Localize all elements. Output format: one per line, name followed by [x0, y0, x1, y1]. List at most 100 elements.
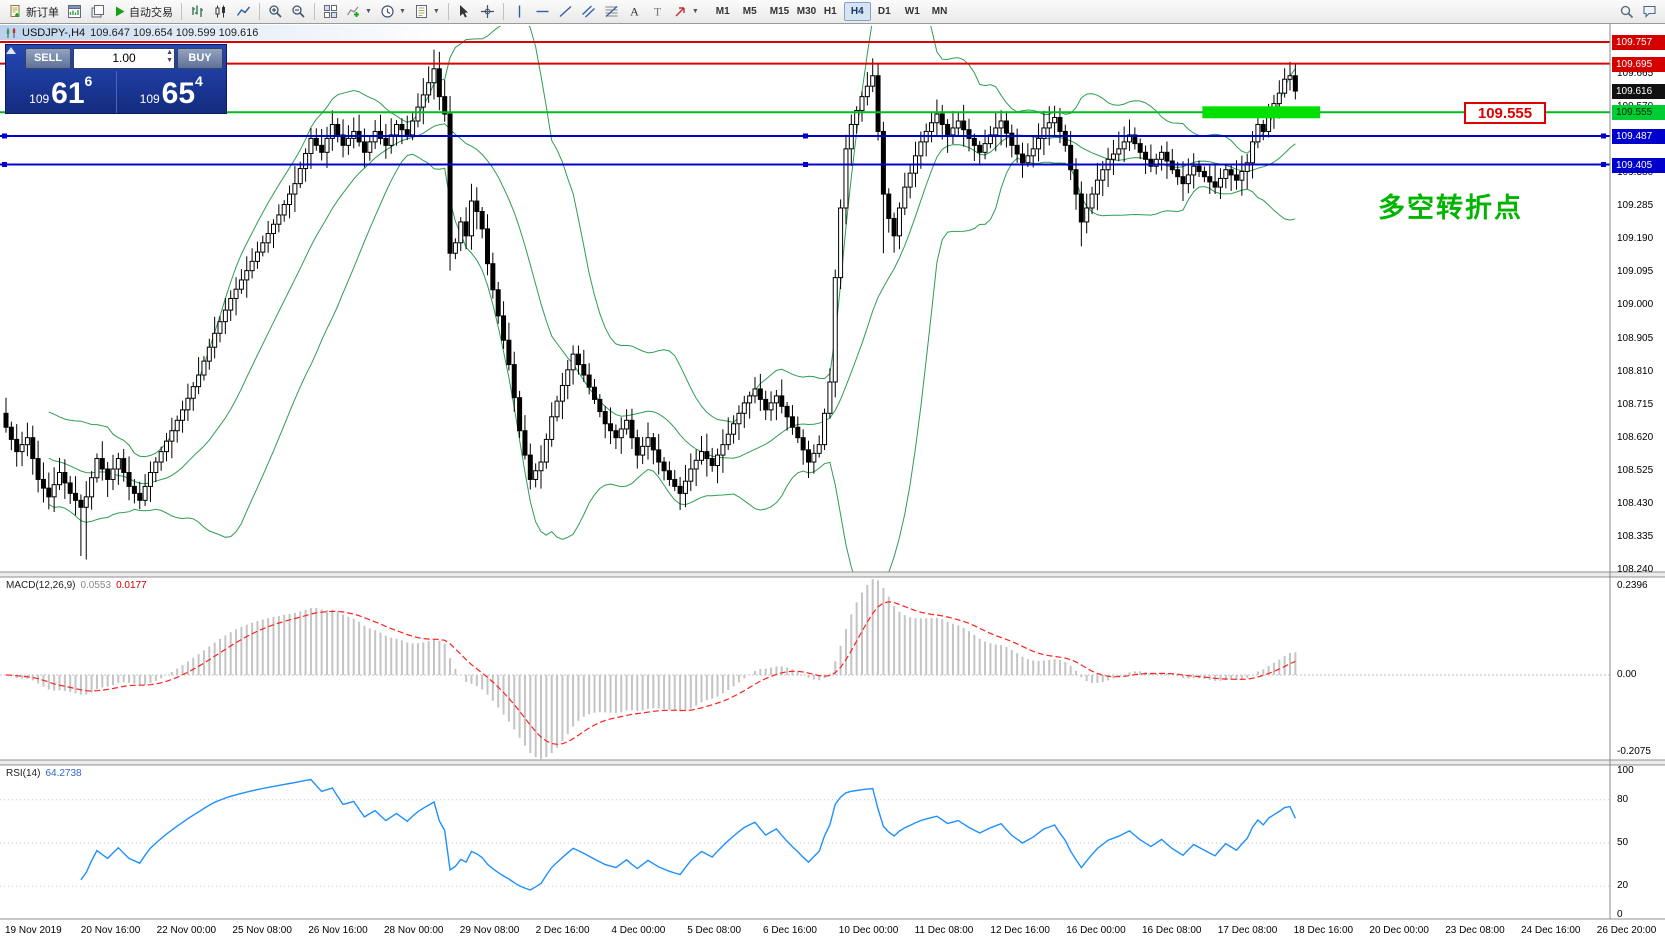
bull-candle — [1116, 148, 1122, 155]
trendline-button[interactable] — [554, 1, 577, 22]
price-tag: 109.695 — [1612, 56, 1665, 72]
trade-panel-controls: SELL 1.00 ▲ ▼ BUY — [6, 45, 226, 71]
templates-button[interactable]: ▼ — [410, 1, 444, 22]
bear-candle — [447, 113, 453, 254]
line-handle[interactable] — [2, 162, 7, 167]
line-handle[interactable] — [1601, 162, 1606, 167]
line-handle[interactable] — [803, 162, 808, 167]
bear-candle — [474, 200, 480, 212]
bollinger-band-line — [48, 123, 1296, 485]
ohlc-bars-button[interactable] — [186, 1, 209, 22]
timeframe-h4[interactable]: H4 — [843, 2, 871, 21]
rsi-label: RSI(14) 64.2738 — [6, 768, 82, 779]
arrows-button[interactable]: ▼ — [669, 1, 703, 22]
timeframe-m5[interactable]: M5 — [736, 2, 763, 21]
bear-candle — [1196, 165, 1202, 172]
chart-caption: USDJPY-,H4 109.647 109.654 109.599 109.6… — [0, 25, 565, 40]
text-icon: A — [630, 5, 639, 19]
new-order-button[interactable]: 新订单 — [4, 1, 63, 22]
bull-candle — [533, 470, 539, 480]
chat-button[interactable] — [1638, 1, 1661, 22]
fibonacci-button[interactable] — [600, 1, 623, 22]
line-handle[interactable] — [2, 133, 7, 139]
price-axis-label: 108.240 — [1617, 563, 1654, 575]
panel-splitter[interactable] — [0, 572, 1665, 577]
tile-windows-button[interactable] — [319, 1, 342, 22]
autotrading-icon — [116, 6, 125, 17]
zoom-in-button[interactable] — [264, 1, 287, 22]
periods-button[interactable]: ▼ — [376, 1, 410, 22]
panel-splitter[interactable] — [0, 760, 1665, 765]
price-callout-label[interactable]: 109.555 — [1464, 102, 1546, 124]
bear-candle — [78, 499, 84, 508]
horizontal-line-icon — [536, 10, 549, 13]
bull-candle — [217, 321, 223, 334]
candlestick-button[interactable] — [209, 1, 232, 22]
sell-button[interactable]: SELL — [25, 47, 71, 69]
timeframe-mn[interactable]: MN — [925, 2, 952, 21]
bull-candle — [982, 143, 988, 153]
chart-annotation[interactable]: 多空转折点 — [1378, 193, 1523, 223]
line-handle[interactable] — [1601, 133, 1606, 139]
bull-candle — [570, 353, 576, 371]
sell-price[interactable]: 109 61 6 — [6, 71, 116, 113]
price-axis-label: 109.285 — [1617, 200, 1654, 212]
autotrading-button[interactable]: 自动交易 — [109, 1, 177, 22]
buy-price[interactable]: 109 65 4 — [117, 71, 227, 113]
label-button[interactable]: T — [646, 1, 669, 22]
channel-button[interactable] — [577, 1, 600, 22]
bull-candle — [147, 471, 153, 487]
cursor-button[interactable] — [453, 1, 476, 22]
rsi-line — [80, 778, 1296, 891]
bull-candle — [292, 183, 298, 195]
bull-candle — [89, 477, 95, 498]
timeframe-m15[interactable]: M15 — [763, 2, 790, 21]
horizontal-line-button[interactable] — [531, 1, 554, 22]
profiles-button[interactable] — [86, 1, 109, 22]
timeframe-m30[interactable]: M30 — [790, 2, 817, 21]
timeframe-w1[interactable]: W1 — [898, 2, 925, 21]
line-handle[interactable] — [803, 133, 808, 139]
bull-candle — [244, 270, 250, 281]
bear-candle — [629, 419, 635, 439]
bull-candle — [452, 242, 458, 254]
time-axis-label: 16 Dec 00:00 — [1066, 925, 1126, 936]
time-axis-label: 20 Nov 16:00 — [80, 925, 141, 936]
timeframe-m1[interactable]: M1 — [709, 2, 736, 21]
vertical-line-button[interactable] — [508, 1, 531, 22]
one-click-panel-toggle[interactable] — [6, 47, 16, 54]
timeframe-h1[interactable]: H1 — [817, 2, 844, 21]
buy-button[interactable]: BUY — [177, 47, 223, 69]
bull-candle — [741, 402, 747, 414]
trendline-icon — [559, 5, 572, 18]
macd-main-value: 0.0553 — [80, 580, 112, 591]
bear-candle — [886, 193, 892, 219]
bear-candle — [784, 405, 790, 418]
bull-candle — [51, 484, 57, 498]
bull-candle — [426, 82, 432, 96]
volume-decrease-button[interactable]: ▼ — [166, 56, 173, 64]
macd-axis-label: 0.2396 — [1617, 580, 1648, 591]
bear-candle — [806, 449, 811, 463]
trade-panel-prices: 109 61 6 109 65 4 — [6, 71, 226, 113]
line-chart-button[interactable] — [232, 1, 255, 22]
volume-increase-button[interactable]: ▲ — [166, 48, 173, 56]
time-axis[interactable]: 19 Nov 2019 20 Nov 16:00 22 Nov 00:00 25 No… — [0, 921, 1665, 943]
text-button[interactable]: A — [623, 1, 646, 22]
zoom-out-button[interactable] — [287, 1, 310, 22]
bull-candle — [1110, 153, 1116, 160]
search-button[interactable] — [1615, 1, 1638, 22]
bear-candle — [763, 398, 769, 411]
crosshair-button[interactable] — [476, 1, 499, 22]
volume-input[interactable]: 1.00 ▲ ▼ — [73, 47, 175, 69]
timeframe-d1[interactable]: D1 — [871, 2, 898, 21]
bear-candle — [945, 123, 951, 136]
highlight-rectangle[interactable] — [1202, 106, 1321, 119]
search-icon — [1620, 5, 1634, 19]
bear-candle — [137, 492, 143, 501]
chart-window-button[interactable] — [63, 1, 86, 22]
bull-candle — [185, 397, 191, 411]
indicators-button[interactable]: ▼ — [342, 1, 376, 22]
bear-candle — [581, 364, 587, 376]
